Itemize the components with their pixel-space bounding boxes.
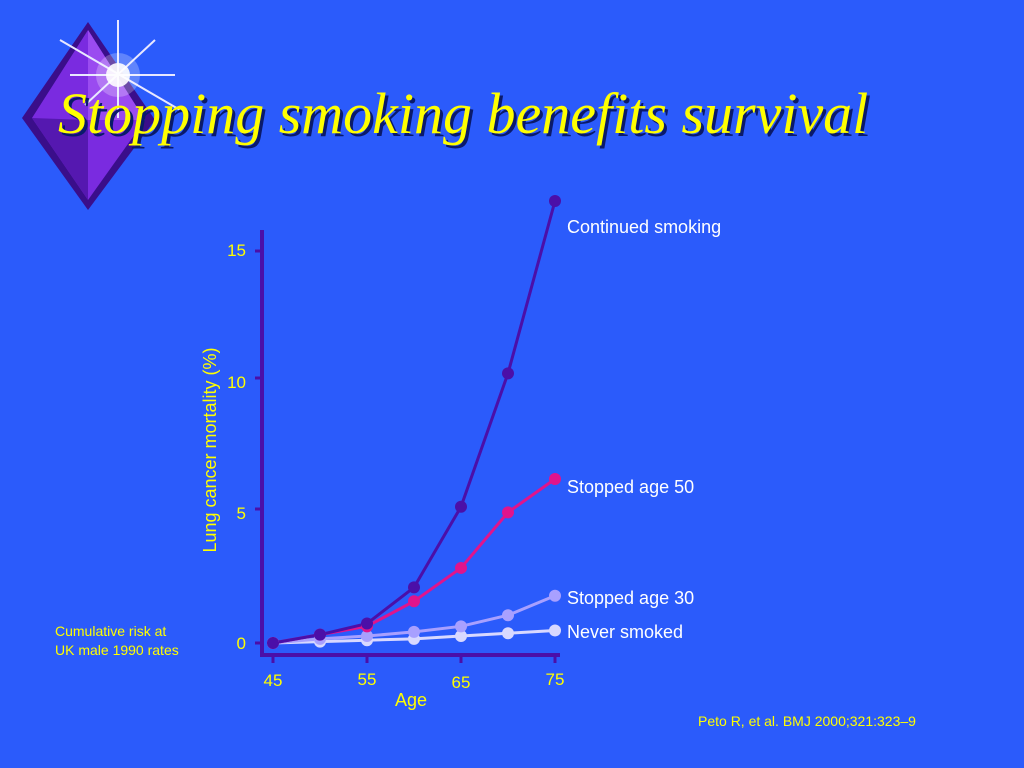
x-axis-title: Age (395, 690, 427, 710)
citation: Peto R, et al. BMJ 2000;321:323–9 (698, 713, 916, 729)
data-point (361, 630, 373, 643)
x-tick-label: 75 (546, 670, 565, 689)
series-label: Continued smoking (567, 217, 721, 237)
data-point (549, 624, 561, 637)
data-point (361, 617, 373, 630)
data-point (408, 625, 420, 638)
series-label: Never smoked (567, 622, 683, 642)
x-tick-label: 45 (264, 671, 283, 690)
data-point (267, 637, 279, 649)
data-point (549, 194, 561, 207)
x-tick-label: 55 (358, 670, 377, 689)
series-line (272, 200, 557, 645)
series-label: Stopped age 50 (567, 477, 694, 497)
data-point (314, 628, 326, 641)
data-point (502, 627, 514, 640)
data-point (502, 367, 514, 380)
y-tick-label: 5 (237, 504, 246, 523)
slide-title: Stopping smoking benefits survival (58, 81, 869, 146)
note-line-2: UK male 1990 rates (55, 642, 179, 658)
y-tick-label: 0 (237, 634, 246, 653)
data-point (455, 561, 467, 574)
cumulative-risk-note: Cumulative risk at UK male 1990 rates (55, 622, 179, 660)
data-point (455, 620, 467, 633)
note-line-1: Cumulative risk at (55, 623, 167, 639)
data-point (455, 630, 467, 643)
series-label: Stopped age 30 (567, 588, 694, 608)
data-point (408, 581, 420, 594)
data-point (408, 595, 420, 608)
x-tick-label: 65 (452, 673, 471, 692)
diamond-star-icon (22, 20, 181, 210)
data-point (549, 589, 561, 602)
y-tick-label: 10 (227, 373, 246, 392)
data-point (455, 500, 467, 513)
data-point (502, 506, 514, 519)
data-point (502, 609, 514, 622)
y-axis-title: Lung cancer mortality (%) (200, 347, 220, 552)
data-point (549, 472, 561, 485)
y-tick-label: 15 (227, 241, 246, 260)
